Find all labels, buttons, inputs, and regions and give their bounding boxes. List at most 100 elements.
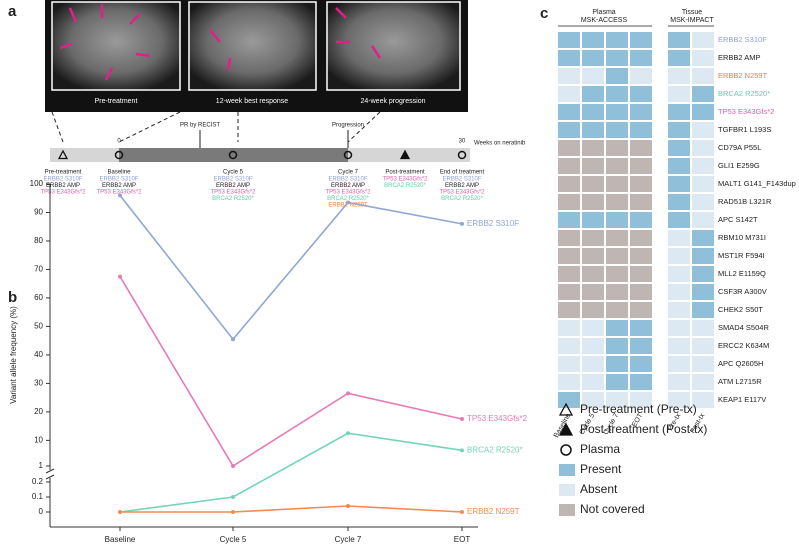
- heatmap-cell: [668, 68, 690, 84]
- row-label: ATM L2715R: [718, 377, 762, 386]
- x-tick-label: Cycle 7: [335, 535, 362, 544]
- ct-image: [51, 1, 181, 91]
- heatmap-cell: [558, 50, 580, 66]
- heatmap-cell: [668, 248, 690, 264]
- row-label: ERBB2 AMP: [718, 53, 761, 62]
- heatmap-cell: [692, 266, 714, 282]
- variant-label: ERBB2 S310F: [442, 177, 481, 183]
- legend-symbol: [558, 422, 574, 436]
- heatmap-cell: [606, 248, 628, 264]
- heatmap-cell: [668, 158, 690, 174]
- data-point: [118, 510, 122, 514]
- y-tick-label: 90: [34, 208, 43, 217]
- heatmap-cell: [668, 230, 690, 246]
- data-point: [231, 495, 235, 499]
- heatmap-cell: [558, 230, 580, 246]
- heatmap-cell: [606, 86, 628, 102]
- heatmap-cell: [582, 230, 604, 246]
- legend-label: Pre-treatment (Pre-tx): [580, 402, 697, 416]
- heatmap-cell: [558, 356, 580, 372]
- heatmap-cell: [692, 248, 714, 264]
- heatmap-cell: [582, 32, 604, 48]
- heatmap-cell: [558, 194, 580, 210]
- timepoint-label: End of treatment: [440, 170, 485, 176]
- heatmap-cell: [606, 68, 628, 84]
- variant-label: ERBB2 S310F: [328, 177, 367, 183]
- heatmap-cell: [558, 248, 580, 264]
- heatmap-cell: [582, 392, 604, 408]
- heatmap-cell: [668, 194, 690, 210]
- heatmap-cell: [606, 194, 628, 210]
- legend-label: Absent: [580, 482, 618, 496]
- heatmap-cell: [558, 176, 580, 192]
- variant-label: ERBB2 AMP: [445, 183, 479, 189]
- heatmap-cell: [582, 50, 604, 66]
- heatmap-cell: [558, 104, 580, 120]
- legend-label: Not covered: [580, 502, 645, 516]
- series-label: TP53 E343Gfs*2: [467, 414, 528, 423]
- heatmap-cell: [692, 32, 714, 48]
- heatmap-cell: [582, 284, 604, 300]
- heatmap-cell: [606, 338, 628, 354]
- heatmap-cell: [630, 338, 652, 354]
- heatmap-cell: [582, 158, 604, 174]
- timepoint-label: Cycle 7: [338, 170, 359, 176]
- heatmap-cell: [558, 68, 580, 84]
- data-point: [460, 417, 464, 421]
- legend-swatch: [559, 464, 575, 476]
- heatmap-cell: [630, 50, 652, 66]
- heatmap-cell: [582, 338, 604, 354]
- row-label: MALT1 G141_F143dup: [718, 179, 796, 188]
- image-caption: 12-week best response: [216, 98, 288, 105]
- heatmap-cell: [558, 32, 580, 48]
- heatmap-cell: [692, 356, 714, 372]
- series-line: [119, 194, 463, 341]
- data-point: [460, 510, 464, 514]
- y-tick-label: 20: [34, 407, 43, 416]
- variant-label: TP53 E343Gfs*2: [325, 190, 371, 196]
- row-label: KEAP1 E117V: [718, 395, 766, 404]
- treatment-bar: [119, 148, 348, 162]
- heatmap-cell: [630, 320, 652, 336]
- row-label: APC Q2605H: [718, 359, 763, 368]
- series-label: BRCA2 R2520*: [467, 445, 523, 454]
- image-caption: 24-week progression: [361, 98, 426, 105]
- heatmap-cell: [582, 266, 604, 282]
- variant-label: ERBB2 AMP: [102, 183, 136, 189]
- row-label: CHEK2 S50T: [718, 305, 763, 314]
- heatmap-cell: [692, 176, 714, 192]
- heatmap-cell: [668, 32, 690, 48]
- image-connectors: [51, 111, 381, 143]
- plasma-marker: [114, 150, 124, 160]
- legend-label: Present: [580, 462, 622, 476]
- heatmap-cell: [692, 122, 714, 138]
- variant-label: BRCA2 R2520*: [384, 183, 426, 189]
- legend-label: Post-treatment (Post-tx): [580, 422, 707, 436]
- heatmap-cell: [606, 176, 628, 192]
- legend-label: Plasma: [580, 442, 620, 456]
- variant-label: BRCA2 R2520*: [441, 196, 483, 202]
- row-label: GLI1 E259G: [718, 161, 760, 170]
- heatmap-cell: [692, 140, 714, 156]
- heatmap-cell: [606, 32, 628, 48]
- y-tick-label: 100: [30, 179, 44, 188]
- heatmap-cell: [668, 104, 690, 120]
- event-label: Progression: [332, 123, 364, 129]
- heatmap-cell: [692, 194, 714, 210]
- axis-end: 30: [459, 139, 466, 145]
- heatmap-cell: [582, 302, 604, 318]
- y-tick-label: 0.2: [32, 477, 44, 486]
- ct-images: [51, 1, 461, 91]
- heatmap-cell: [606, 50, 628, 66]
- variant-label: ERBB2 S310F: [99, 177, 138, 183]
- row-label: ERCC2 K634M: [718, 341, 769, 350]
- row-label: APC S142T: [718, 215, 758, 224]
- heatmap-cell: [668, 392, 690, 408]
- group-title: Tissue: [682, 9, 702, 16]
- plasma-marker: [343, 150, 353, 160]
- heatmap-cell: [692, 50, 714, 66]
- axis-label: Weeks on neratinib: [474, 141, 526, 147]
- variant-label: ERBB2 S310F: [43, 177, 82, 183]
- heatmap-cell: [692, 212, 714, 228]
- heatmap-cell: [692, 158, 714, 174]
